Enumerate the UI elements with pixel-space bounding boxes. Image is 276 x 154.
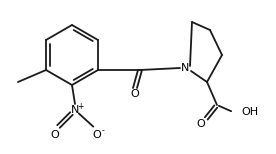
Text: O: O bbox=[131, 89, 139, 99]
Text: N: N bbox=[181, 63, 189, 73]
Text: N: N bbox=[71, 105, 79, 115]
Text: O: O bbox=[93, 130, 101, 140]
Text: -: - bbox=[102, 126, 104, 136]
Text: O: O bbox=[197, 119, 205, 129]
Text: +: + bbox=[77, 101, 83, 111]
Text: O: O bbox=[51, 130, 59, 140]
Text: OH: OH bbox=[241, 107, 258, 117]
